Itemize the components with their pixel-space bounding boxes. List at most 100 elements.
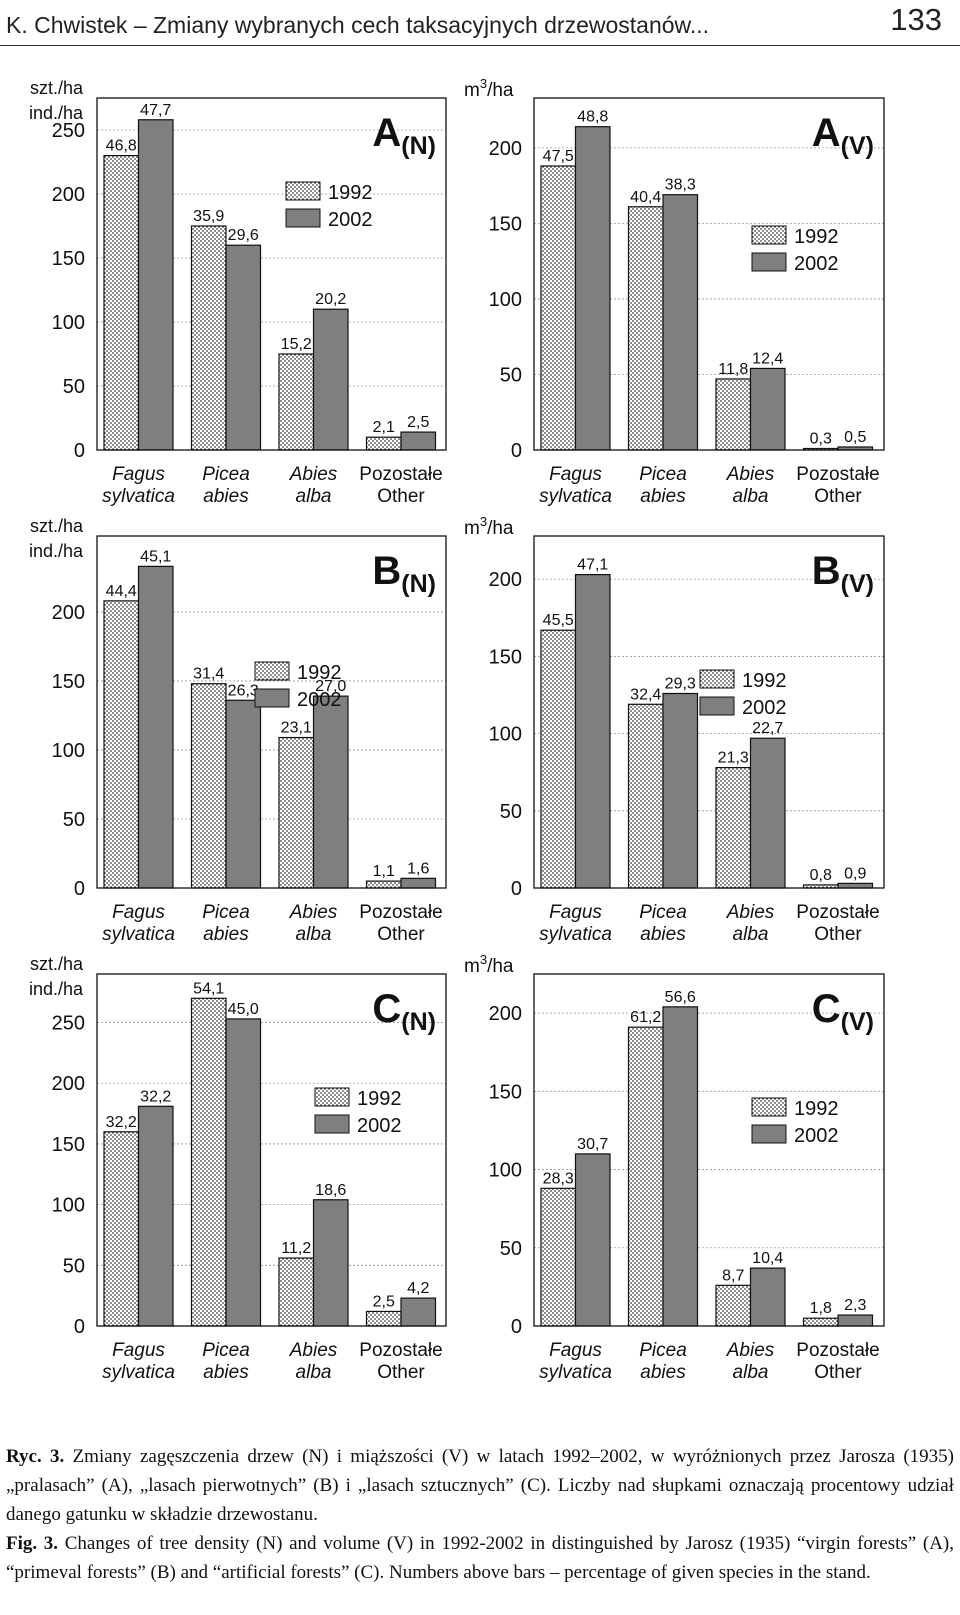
data-label: 35,9	[193, 208, 224, 225]
data-label: 38,3	[665, 177, 696, 194]
bar-1992	[103, 600, 140, 889]
legend-label-2002: 2002	[297, 689, 342, 711]
bar-1992	[103, 154, 140, 451]
category-label: sylvatica	[102, 1362, 175, 1383]
data-label: 22,7	[752, 720, 783, 737]
data-label: 1,1	[373, 863, 395, 880]
header-rule	[0, 45, 960, 46]
bar-2002	[749, 367, 786, 451]
bar-2002	[225, 699, 262, 889]
plot-frame	[96, 535, 447, 889]
chart-b-n: 0 50 100 150 200 szt./ha ind./ha 44,4 31,4 23,1 1,…	[29, 516, 447, 945]
bar-1992	[190, 225, 227, 451]
y-tick-label: 200	[52, 184, 85, 206]
y-unit-label: ind./ha	[29, 979, 84, 999]
page-header: K. Chwistek – Zmiany wybranych cech taks…	[0, 0, 960, 46]
legend-label-1992: 1992	[794, 226, 839, 248]
data-label: 12,4	[752, 350, 783, 367]
y-tick-label: 0	[74, 1316, 85, 1338]
y-tick-label: 100	[489, 289, 522, 311]
data-label: 40,4	[630, 189, 661, 206]
data-label: 20,2	[315, 291, 346, 308]
data-label: 0,5	[844, 429, 866, 446]
data-label: 11,8	[718, 361, 748, 378]
category-label: Picea	[202, 902, 250, 923]
category-label: Pozostałe	[796, 902, 879, 923]
category-label: sylvatica	[539, 924, 612, 945]
y-tick-label: 200	[489, 138, 522, 160]
legend-label-1992: 1992	[328, 182, 373, 204]
category-label: sylvatica	[539, 1362, 612, 1383]
legend-label-2002: 2002	[328, 209, 373, 231]
data-label: 32,2	[106, 1114, 137, 1131]
legend-swatch-1992	[314, 1087, 350, 1107]
data-label: 45,1	[140, 548, 171, 565]
category-label: Abies	[289, 1340, 338, 1361]
y-unit-label: ind./ha	[29, 541, 84, 561]
legend-label-1992: 1992	[357, 1088, 402, 1110]
category-label: alba	[733, 1362, 769, 1383]
category-label: Pozostałe	[359, 902, 442, 923]
legend-label-1992: 1992	[794, 1098, 839, 1120]
y-unit-label: m3/ha	[464, 952, 514, 977]
bar-1992	[715, 1284, 752, 1327]
caption-polish: Ryc. 3. Zmiany zagęszczenia drzew (N) i …	[6, 1442, 954, 1529]
data-label: 29,3	[665, 675, 696, 692]
legend-swatch-2002	[314, 1114, 350, 1134]
y-unit-label: m3/ha	[464, 514, 514, 539]
bar-1992	[365, 1310, 402, 1327]
category-label: Fagus	[112, 902, 165, 923]
category-label: Picea	[202, 1340, 250, 1361]
category-label: sylvatica	[102, 924, 175, 945]
bar-2002	[837, 882, 874, 889]
bar-1992	[802, 1317, 839, 1327]
bar-2002	[137, 1105, 174, 1327]
data-label: 32,2	[140, 1088, 171, 1105]
category-label: abies	[203, 486, 249, 507]
y-tick-label: 0	[74, 440, 85, 462]
y-unit-label: ind./ha	[29, 103, 84, 123]
bar-2002	[662, 1006, 699, 1327]
data-label: 54,1	[193, 980, 224, 997]
bar-1992	[715, 766, 752, 889]
data-label: 1,6	[407, 860, 429, 877]
category-label: Abies	[726, 464, 775, 485]
legend-swatch-2002	[699, 696, 735, 716]
y-unit-label: m3/ha	[464, 76, 514, 101]
category-label: Other	[814, 1362, 862, 1383]
category-label: Pozostałe	[796, 464, 879, 485]
category-label: Other	[377, 924, 425, 945]
category-label: Abies	[289, 464, 338, 485]
y-tick-label: 250	[52, 120, 85, 142]
data-label: 21,3	[718, 750, 749, 767]
bar-2002	[137, 565, 174, 889]
bar-2002	[662, 194, 699, 451]
bar-2002	[312, 1199, 349, 1327]
y-tick-label: 150	[52, 671, 85, 693]
legend-swatch-1992	[751, 225, 787, 245]
data-label: 56,6	[665, 989, 696, 1006]
y-tick-label: 0	[511, 878, 522, 900]
category-label: abies	[640, 924, 686, 945]
data-label: 44,4	[106, 583, 137, 600]
bar-2002	[312, 308, 349, 451]
y-tick-label: 50	[63, 1255, 85, 1277]
data-label: 0,3	[810, 430, 832, 447]
category-label: alba	[296, 924, 332, 945]
plot-frame	[96, 97, 447, 451]
legend-label-2002: 2002	[794, 253, 839, 275]
legend-swatch-1992	[254, 661, 290, 681]
caption-pl-text: Zmiany zagęszczenia drzew (N) i miąższoś…	[6, 1446, 955, 1525]
data-label: 18,6	[315, 1182, 346, 1199]
figure-caption: Ryc. 3. Zmiany zagęszczenia drzew (N) i …	[6, 1442, 954, 1587]
category-label: Other	[377, 486, 425, 507]
y-tick-label: 50	[63, 809, 85, 831]
bar-2002	[400, 1297, 437, 1327]
y-tick-label: 150	[52, 1134, 85, 1156]
bar-1992	[715, 378, 752, 451]
legend-swatch-1992	[285, 181, 321, 201]
bar-1992	[627, 1026, 664, 1327]
data-label: 61,2	[630, 1009, 661, 1026]
y-tick-label: 150	[489, 646, 522, 668]
category-label: Picea	[639, 1340, 687, 1361]
